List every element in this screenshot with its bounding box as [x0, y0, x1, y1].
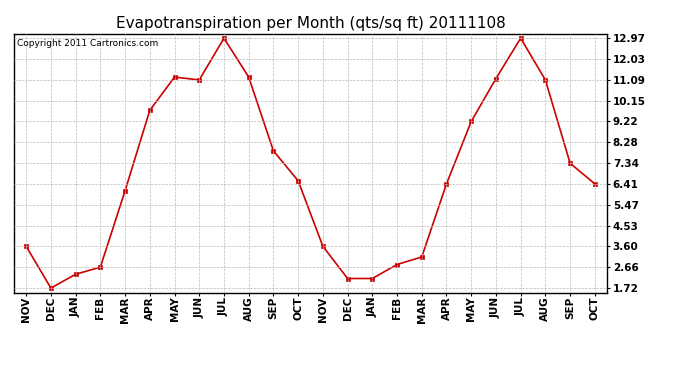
Title: Evapotranspiration per Month (qts/sq ft) 20111108: Evapotranspiration per Month (qts/sq ft)… [116, 16, 505, 31]
Text: Copyright 2011 Cartronics.com: Copyright 2011 Cartronics.com [17, 39, 158, 48]
